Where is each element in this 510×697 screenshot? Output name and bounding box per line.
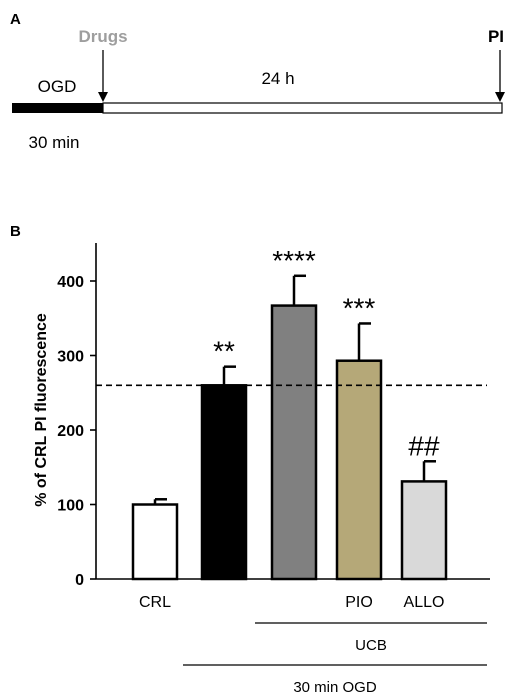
- drugs-arrow-head: [98, 92, 108, 102]
- significance-annotation: ***: [343, 292, 376, 323]
- bar: [335, 359, 383, 581]
- chart-area: % of CRL PI fluorescence 0 100 200 300 400 *…: [33, 243, 490, 611]
- bar: [200, 384, 248, 581]
- bar: [270, 304, 318, 581]
- x-labels: CRL PIO ALLO: [139, 594, 444, 611]
- ogd-label: OGD: [38, 77, 77, 96]
- y-tick-label: 200: [57, 423, 84, 440]
- recovery-timeline-bar: [102, 102, 503, 114]
- pi-arrow-head: [495, 92, 505, 102]
- panel-b-label: B: [10, 223, 21, 240]
- ucb-group-label: UCB: [355, 637, 387, 654]
- significance-annotation: **: [213, 336, 235, 367]
- ogd-group-label: 30 min OGD: [293, 679, 377, 696]
- bar: [131, 503, 179, 581]
- y-axis-label: % of CRL PI fluorescence: [33, 313, 50, 507]
- significance-annotation: ##: [408, 430, 440, 461]
- x-category-label: PIO: [345, 594, 373, 611]
- significance-annotation: ****: [272, 245, 316, 276]
- pi-label: PI: [488, 27, 504, 46]
- y-tick-label: 100: [57, 498, 84, 515]
- bars: *********##: [131, 245, 448, 581]
- duration-label: 24 h: [261, 69, 294, 88]
- ogd-duration-label: 30 min: [28, 133, 79, 152]
- y-tick-label: 400: [57, 274, 84, 291]
- x-category-label: CRL: [139, 594, 171, 611]
- y-tick-label: 0: [75, 572, 84, 589]
- ogd-timeline-bar: [12, 103, 103, 113]
- drugs-label: Drugs: [78, 27, 127, 46]
- panel-a-label: A: [10, 11, 21, 28]
- bar: [400, 480, 448, 581]
- y-ticks: 0 100 200 300 400: [57, 274, 96, 589]
- y-tick-label: 300: [57, 349, 84, 366]
- x-category-label: ALLO: [404, 594, 445, 611]
